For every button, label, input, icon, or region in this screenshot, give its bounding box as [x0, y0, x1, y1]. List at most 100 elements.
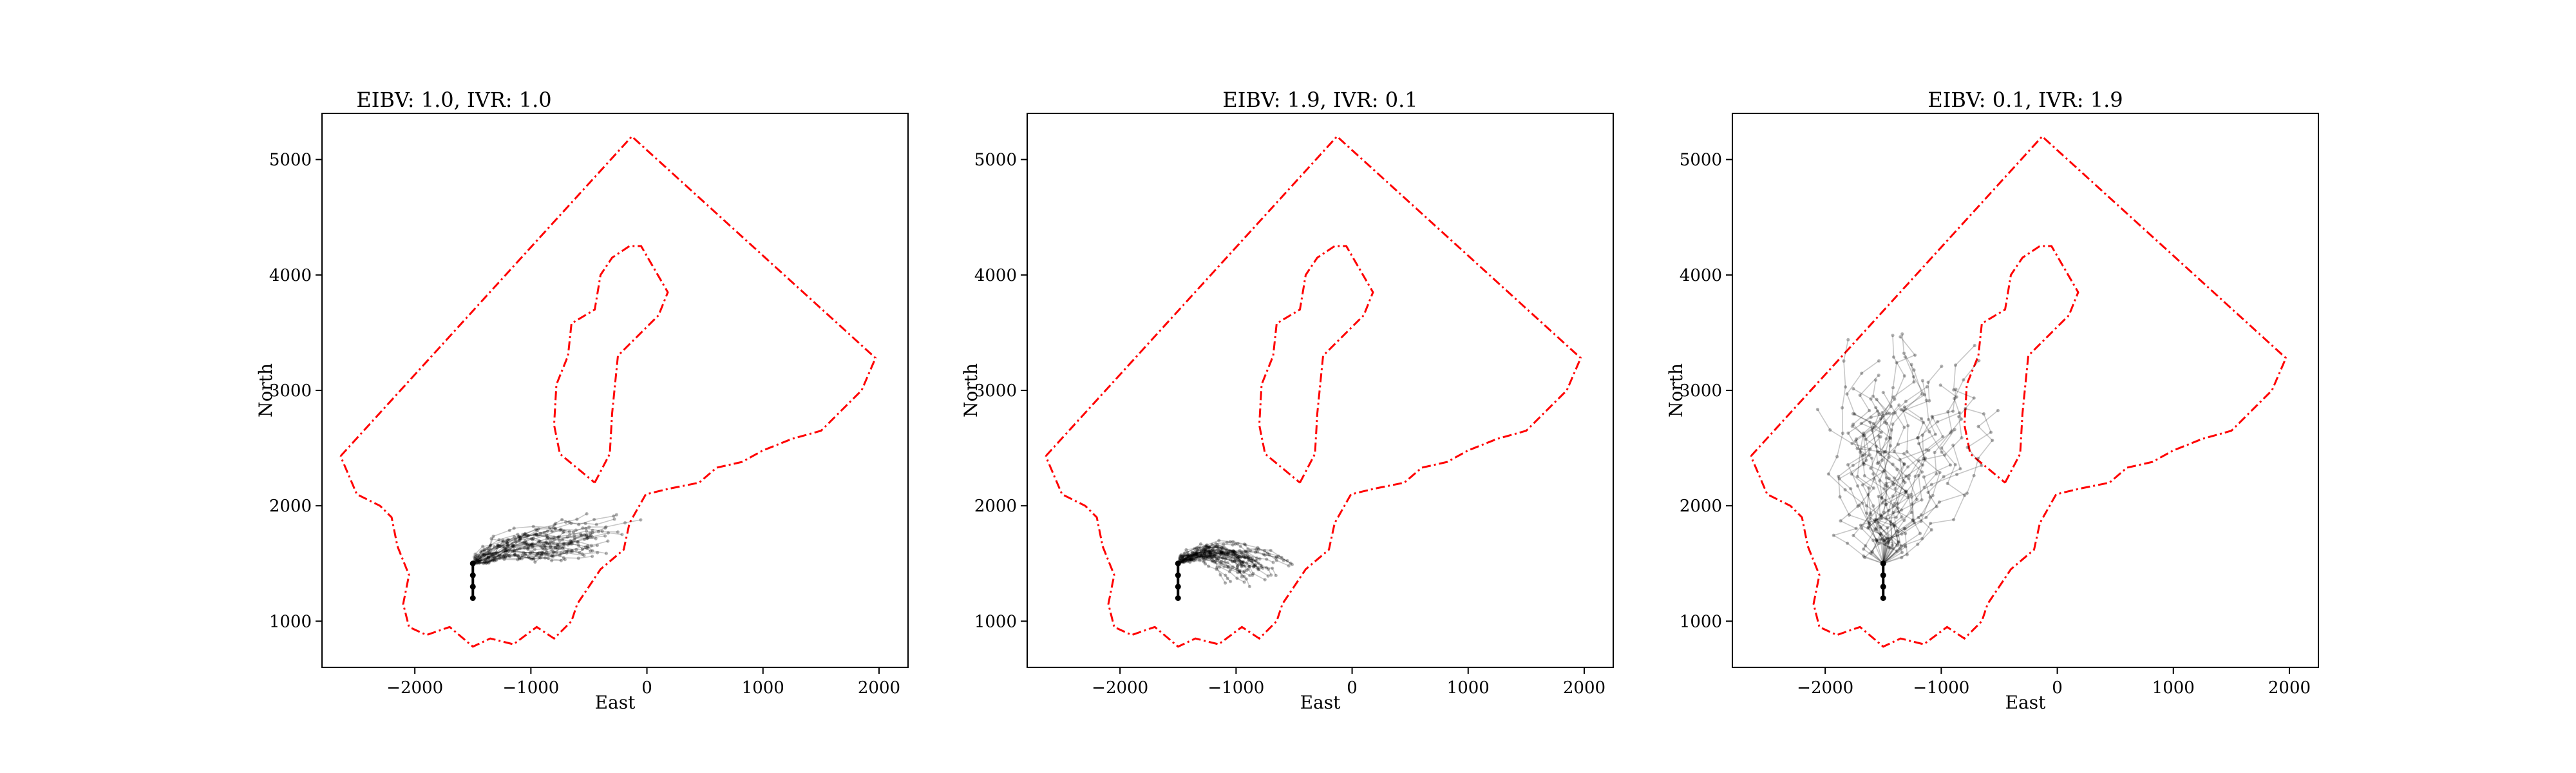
trajectory-point [1247, 555, 1251, 559]
trajectory-point [569, 549, 574, 553]
trajectory-point [1900, 551, 1904, 555]
trajectory-point [1231, 565, 1235, 569]
trajectory-point [515, 548, 519, 551]
trajectory-point [492, 559, 497, 563]
trajectory-point [1964, 406, 1967, 410]
inner-boundary-line [1963, 245, 2079, 484]
trajectory-point [1916, 435, 1920, 440]
trajectory-point [538, 556, 542, 560]
trajectory-line [1178, 560, 1231, 582]
trajectory-line [1178, 548, 1272, 576]
trajectory-point [616, 530, 620, 534]
trajectory-point [1192, 558, 1196, 562]
trajectory-point [512, 526, 516, 530]
trajectory-point [1269, 548, 1273, 553]
trajectory-point [1873, 425, 1877, 429]
trajectory-point [1870, 456, 1874, 460]
trajectory-point [489, 537, 493, 540]
trajectory-point [1891, 386, 1895, 390]
trajectory-point [1874, 444, 1878, 448]
trajectory-point [1238, 570, 1242, 574]
trajectory-point [1179, 554, 1182, 558]
trajectory-point [1193, 549, 1197, 554]
trajectory-point [495, 551, 500, 555]
trajectory-point [1853, 439, 1857, 443]
trajectory-point [480, 553, 484, 557]
trajectory-point [1265, 551, 1269, 555]
trajectory-point [1223, 553, 1227, 557]
trajectory-point [1880, 516, 1884, 520]
trajectory-point [1198, 551, 1202, 555]
trajectory-point [484, 558, 488, 562]
trajectory-point [1951, 409, 1955, 413]
trajectory-point [1235, 556, 1240, 560]
trajectory-point [529, 551, 533, 555]
trajectory-point [1274, 555, 1278, 559]
trajectory-point [600, 529, 604, 533]
trajectory-point [1895, 543, 1899, 548]
trajectory-point [542, 531, 547, 535]
trajectory-point [1226, 552, 1230, 556]
trajectory-point [558, 546, 562, 549]
trajectory-point [481, 544, 485, 548]
trajectory-point [523, 546, 527, 550]
trajectory-point [579, 532, 583, 536]
chart-title: EIBV: 1.9, IVR: 0.1 [1222, 88, 1417, 112]
trajectory-point [1236, 542, 1240, 546]
trajectory-point [1963, 493, 1967, 497]
trajectory-point [1879, 453, 1882, 457]
trajectory-point [1854, 526, 1858, 531]
trajectory-point [1211, 553, 1215, 557]
trajectory-line [473, 531, 618, 564]
trajectory-point [569, 521, 573, 526]
trajectory-point [1922, 393, 1927, 397]
trajectory-point [547, 542, 551, 546]
trajectory-point [1862, 554, 1866, 558]
trajectory-point [1229, 568, 1233, 571]
trajectory-point [1902, 351, 1906, 356]
trajectory-point [475, 558, 480, 562]
trajectory-point [1904, 531, 1908, 535]
trajectory-point [493, 556, 497, 560]
trajectory-point [556, 535, 560, 539]
trajectory-line [1882, 345, 1975, 564]
trajectory-point [1202, 558, 1206, 562]
trajectory-line [1837, 426, 1885, 564]
trajectory-point [1852, 386, 1855, 391]
trajectory-point [534, 528, 538, 531]
trajectory-line [473, 555, 562, 564]
trajectory-point [1235, 558, 1239, 562]
trajectory-point [1186, 555, 1189, 558]
trajectory-point [1875, 527, 1879, 531]
trajectory-point [501, 555, 506, 559]
trajectory-point [591, 555, 594, 558]
trajectory-point [547, 526, 552, 530]
trajectory-point [552, 535, 556, 539]
x-tick-label: 0 [2052, 678, 2063, 698]
trajectory-point [539, 553, 544, 557]
trajectory-point [1250, 560, 1254, 564]
trajectory-point [528, 544, 532, 548]
trajectory-point [1189, 558, 1193, 562]
y-axis-title: North [255, 363, 276, 417]
trajectory-point [488, 551, 491, 555]
trajectory-point [1917, 515, 1920, 519]
trajectory-point [1891, 510, 1895, 515]
plot-area-frame [1027, 113, 1614, 668]
trajectory-point [1880, 495, 1884, 499]
trajectory-point [1262, 552, 1265, 557]
trajectory-point [570, 542, 574, 546]
trajectory-point [1875, 461, 1879, 466]
trajectory-point [1921, 463, 1925, 467]
trajectory-point [585, 533, 589, 537]
trajectory-point [1226, 551, 1230, 555]
y-tick-label: 4000 [974, 266, 1017, 285]
trajectory-point [1954, 387, 1958, 391]
trajectory-point [1953, 363, 1958, 367]
trajectory-point [1233, 553, 1237, 557]
trajectory-point [1868, 522, 1871, 526]
trajectory-line [1177, 543, 1255, 566]
trajectory-point [1179, 557, 1182, 560]
trajectory-point [494, 551, 498, 555]
trajectory-line [472, 533, 591, 564]
